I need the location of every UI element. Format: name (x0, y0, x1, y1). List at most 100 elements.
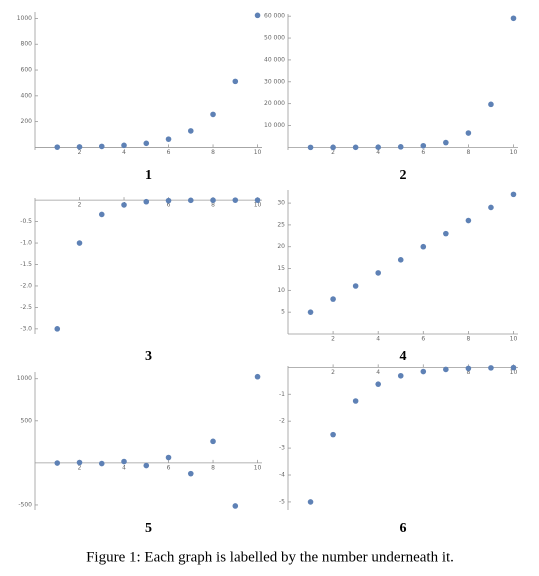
panel-label: 3 (145, 349, 152, 364)
x-tick-label: 6 (421, 149, 425, 156)
x-tick-label: 10 (254, 149, 262, 156)
point (121, 458, 127, 465)
point (143, 198, 150, 205)
x-tick-label: 10 (510, 369, 518, 376)
y-tick-label: 5 (281, 309, 285, 316)
point (375, 270, 381, 276)
y-tick-label: -3 (279, 445, 285, 452)
x-tick-label: 2 (331, 149, 335, 156)
point (307, 499, 314, 505)
y-tick-label: -2.5 (20, 304, 32, 311)
point (330, 431, 336, 438)
point (143, 140, 150, 147)
point (121, 142, 127, 149)
y-tick-label: 500 (21, 417, 33, 424)
point (465, 130, 472, 136)
y-tick-label: -3.0 (20, 325, 32, 332)
point (397, 372, 404, 379)
point (397, 257, 404, 263)
point (54, 144, 61, 150)
point (165, 454, 172, 461)
point (98, 211, 105, 218)
point (307, 144, 314, 151)
y-tick-label: -500 (18, 501, 32, 508)
y-tick-label: 600 (21, 67, 33, 74)
y-tick-label: 40 000 (264, 56, 285, 63)
point (232, 503, 239, 509)
point (397, 144, 404, 150)
x-tick-label: 4 (122, 464, 126, 471)
x-tick-label: 2 (78, 149, 82, 156)
y-tick-label: -2.0 (20, 282, 32, 289)
figure-caption: Figure 1: Each graph is labelled by the … (86, 549, 454, 565)
point (254, 12, 261, 19)
x-tick-label: 6 (167, 464, 171, 471)
y-tick-label: 800 (21, 41, 33, 48)
y-tick-label: -1 (279, 391, 285, 398)
x-tick-label: 4 (122, 149, 126, 156)
point (510, 15, 517, 22)
y-tick-label: 10 000 (264, 122, 285, 129)
point (232, 197, 239, 203)
y-tick-label: 50 000 (264, 35, 285, 42)
point (210, 111, 216, 118)
point (375, 381, 381, 387)
point (232, 78, 239, 85)
y-tick-label: 10 (277, 287, 285, 294)
point (330, 144, 336, 151)
point (352, 283, 359, 289)
x-tick-label: 6 (167, 202, 171, 209)
point (76, 240, 83, 246)
x-tick-label: 8 (211, 202, 215, 209)
y-tick-label: 400 (21, 92, 33, 99)
point (352, 398, 359, 404)
y-tick-label: 30 (277, 200, 285, 207)
y-tick-label: 30 000 (264, 78, 285, 85)
x-tick-label: 2 (78, 202, 82, 209)
x-tick-label: 4 (376, 149, 380, 156)
y-tick-label: 20 000 (264, 100, 285, 107)
point (254, 197, 261, 203)
panel-label: 4 (400, 349, 407, 364)
point (76, 459, 83, 466)
point (165, 136, 172, 142)
point (352, 144, 359, 151)
x-tick-label: 8 (466, 336, 470, 343)
x-tick-label: 4 (376, 336, 380, 343)
point (254, 373, 261, 380)
point (510, 364, 517, 371)
point (210, 197, 216, 203)
point (488, 204, 494, 211)
y-tick-label: 1000 (17, 375, 32, 382)
point (443, 139, 449, 146)
panel-label: 5 (145, 521, 152, 536)
point (443, 230, 449, 237)
point (54, 460, 61, 466)
y-tick-label: 60 000 (264, 13, 285, 20)
point (98, 143, 105, 150)
x-tick-label: 10 (254, 464, 262, 471)
y-tick-label: 20 (277, 243, 285, 250)
point (465, 217, 472, 224)
point (420, 243, 427, 250)
y-tick-label: -4 (279, 472, 285, 479)
x-tick-label: 4 (376, 369, 380, 376)
y-tick-label: -1.5 (20, 261, 32, 268)
point (307, 309, 314, 315)
y-tick-label: 1000 (17, 15, 32, 22)
x-tick-label: 6 (421, 336, 425, 343)
x-tick-label: 8 (466, 369, 470, 376)
point (420, 368, 427, 375)
x-tick-label: 6 (167, 149, 171, 156)
x-tick-label: 10 (510, 336, 518, 343)
panel-label: 2 (400, 168, 407, 183)
x-tick-label: 2 (78, 464, 82, 471)
x-tick-label: 2 (331, 369, 335, 376)
panel-label: 6 (400, 521, 407, 536)
point (330, 296, 336, 302)
y-tick-label: -2 (279, 418, 285, 425)
x-tick-label: 10 (254, 202, 262, 209)
x-tick-label: 10 (510, 149, 518, 156)
point (143, 462, 150, 469)
